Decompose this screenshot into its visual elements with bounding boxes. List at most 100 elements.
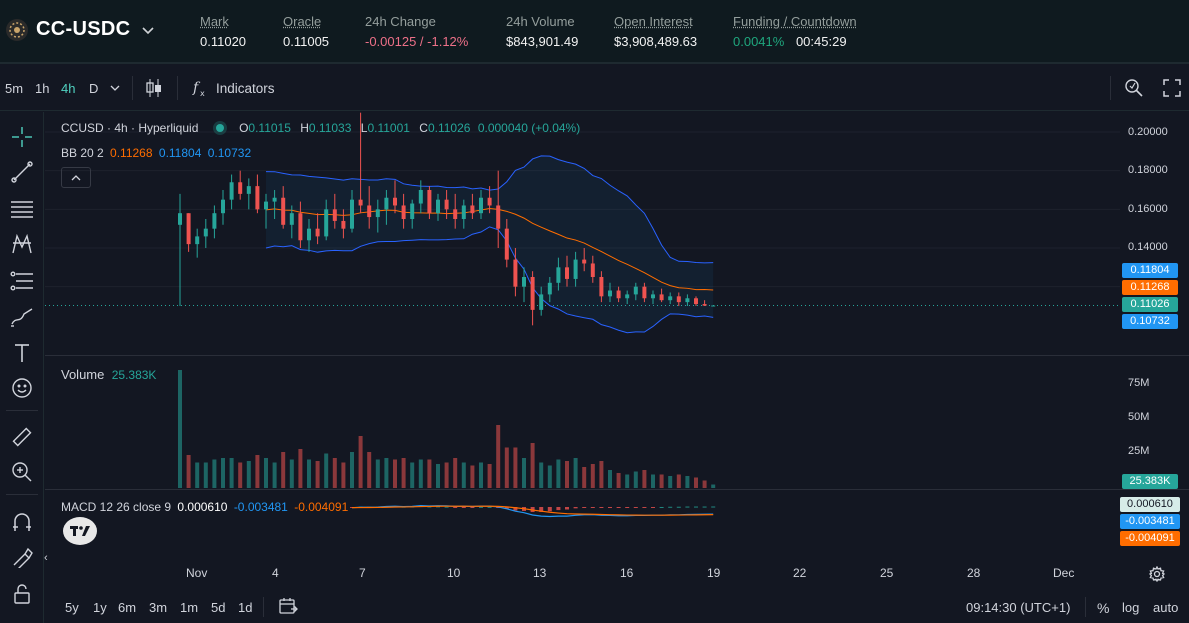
percent-scale-toggle[interactable]: % <box>1097 600 1110 616</box>
macd-histogram-bar <box>547 507 552 512</box>
pattern-icon[interactable] <box>9 231 35 257</box>
fullscreen-icon[interactable] <box>1163 79 1181 100</box>
candle-body <box>203 228 208 237</box>
candle-body <box>418 190 423 204</box>
24h-volume-value: $843,901.49 <box>506 34 579 49</box>
open-interest-label[interactable]: Open Interest <box>614 14 693 29</box>
price-axis-label: 0.16000 <box>1128 203 1168 215</box>
bb-legend[interactable]: BB 20 2 0.11268 0.11804 0.10732 <box>61 146 251 160</box>
candle-body <box>255 186 260 210</box>
candle-body <box>375 209 380 218</box>
horizontal-lines-icon[interactable] <box>9 196 35 222</box>
macd-histogram-bar <box>694 506 698 508</box>
interval-dropdown-icon[interactable] <box>110 80 120 95</box>
macd-histogram-bar <box>556 507 561 511</box>
macd-signal-value: -0.004091 <box>294 500 349 514</box>
trend-line-icon[interactable] <box>9 159 35 185</box>
volume-bar <box>565 461 569 488</box>
collapse-tools-icon[interactable]: ‹ <box>44 552 48 564</box>
fib-icon[interactable] <box>9 268 35 294</box>
collapse-legend-button[interactable] <box>61 167 91 188</box>
oracle-label[interactable]: Oracle <box>283 14 322 29</box>
range-5y[interactable]: 5y <box>65 600 79 615</box>
volume-bar <box>556 459 561 488</box>
candle-body <box>470 205 475 214</box>
toolbar-divider <box>1110 76 1111 100</box>
time-axis-label: 19 <box>707 566 721 580</box>
macd-legend[interactable]: MACD 12 26 close 9 0.000610 -0.003481 -0… <box>61 500 348 514</box>
text-icon[interactable] <box>9 340 35 366</box>
toolbar-divider <box>132 76 133 100</box>
interval-5m[interactable]: 5m <box>5 81 24 96</box>
auto-scale-toggle[interactable]: auto <box>1153 600 1179 615</box>
open-interest-stat: Open Interest $3,908,489.63 <box>614 14 697 49</box>
tool-divider <box>6 494 38 495</box>
interval-4h[interactable]: 4h <box>61 81 76 96</box>
volume-bar <box>436 464 440 488</box>
chevron-down-icon <box>142 22 154 38</box>
crosshair-icon[interactable] <box>9 124 35 150</box>
price-axis-label: 0.20000 <box>1128 126 1168 138</box>
price-chart[interactable] <box>45 112 1189 590</box>
volume-bar <box>685 476 690 488</box>
ruler-icon[interactable] <box>9 424 35 450</box>
price-axis-label: 0.14000 <box>1128 241 1168 253</box>
candle-body <box>444 199 449 210</box>
funding-label[interactable]: Funding / Countdown <box>733 14 857 29</box>
log-scale-toggle[interactable]: log <box>1122 600 1140 615</box>
lock-drawing-icon[interactable] <box>9 544 35 570</box>
clock-timezone[interactable]: 09:14:30 (UTC+1) <box>966 600 1071 615</box>
bb-mid-tag: 0.11268 <box>1122 280 1178 295</box>
candle-body <box>393 197 397 206</box>
candle-body <box>350 199 354 229</box>
candle-body <box>384 197 389 210</box>
emoji-icon[interactable] <box>9 375 35 401</box>
magnet-icon[interactable] <box>9 509 35 535</box>
low-value: 0.11001 <box>367 121 410 135</box>
high-value: 0.11033 <box>308 121 352 135</box>
candle-body <box>496 205 501 229</box>
volume-tag: 25.383K <box>1122 474 1178 489</box>
time-axis-label: 16 <box>620 566 634 580</box>
pair-selector[interactable]: CC-USDC <box>6 18 154 41</box>
macd-histogram-bar <box>513 507 518 511</box>
market-open-dot-icon <box>215 124 224 132</box>
interval-1h[interactable]: 1h <box>35 81 50 96</box>
volume-legend[interactable]: Volume 25.383K <box>61 367 156 382</box>
lock-icon[interactable] <box>9 581 35 607</box>
goto-date-calendar-icon[interactable] <box>278 597 298 618</box>
candle-body <box>479 197 483 214</box>
volume-bar <box>530 443 535 488</box>
zoom-in-icon[interactable] <box>9 459 35 485</box>
candlestick-type-icon[interactable] <box>145 78 163 101</box>
range-1m[interactable]: 1m <box>180 600 199 615</box>
range-1y[interactable]: 1y <box>93 600 107 615</box>
range-6m[interactable]: 6m <box>118 600 137 615</box>
brush-icon[interactable] <box>9 304 35 330</box>
range-3m[interactable]: 3m <box>149 600 168 615</box>
main-legend: CCUSD · 4h · Hyperliquid O0.11015 H0.110… <box>61 121 580 135</box>
range-5d[interactable]: 5d <box>211 600 226 615</box>
candle-body <box>453 209 458 219</box>
low-label: L <box>360 121 368 135</box>
macd-hist-tag: 0.000610 <box>1120 497 1180 512</box>
mark-label[interactable]: Mark <box>200 14 229 29</box>
interval-d[interactable]: D <box>89 81 99 96</box>
screenshot-search-icon[interactable] <box>1124 78 1144 101</box>
macd-histogram-bar <box>685 506 690 508</box>
macd-line-tag: -0.003481 <box>1120 514 1180 529</box>
macd-histogram-bar <box>590 507 595 508</box>
candle-body <box>238 182 243 194</box>
open-label: O <box>239 121 249 135</box>
macd-histogram-bar <box>444 506 449 508</box>
range-1d[interactable]: 1d <box>238 600 253 615</box>
indicators-label[interactable]: Indicators <box>216 81 275 96</box>
bb-label: BB 20 2 <box>61 146 104 160</box>
macd-histogram-bar <box>479 506 483 508</box>
volume-bar <box>238 462 243 488</box>
chart-settings-gear-icon[interactable] <box>1148 565 1166 587</box>
volume-bar <box>651 474 655 488</box>
mark-price-stat: Mark 0.11020 <box>200 14 246 49</box>
tradingview-logo-icon[interactable] <box>63 517 97 545</box>
